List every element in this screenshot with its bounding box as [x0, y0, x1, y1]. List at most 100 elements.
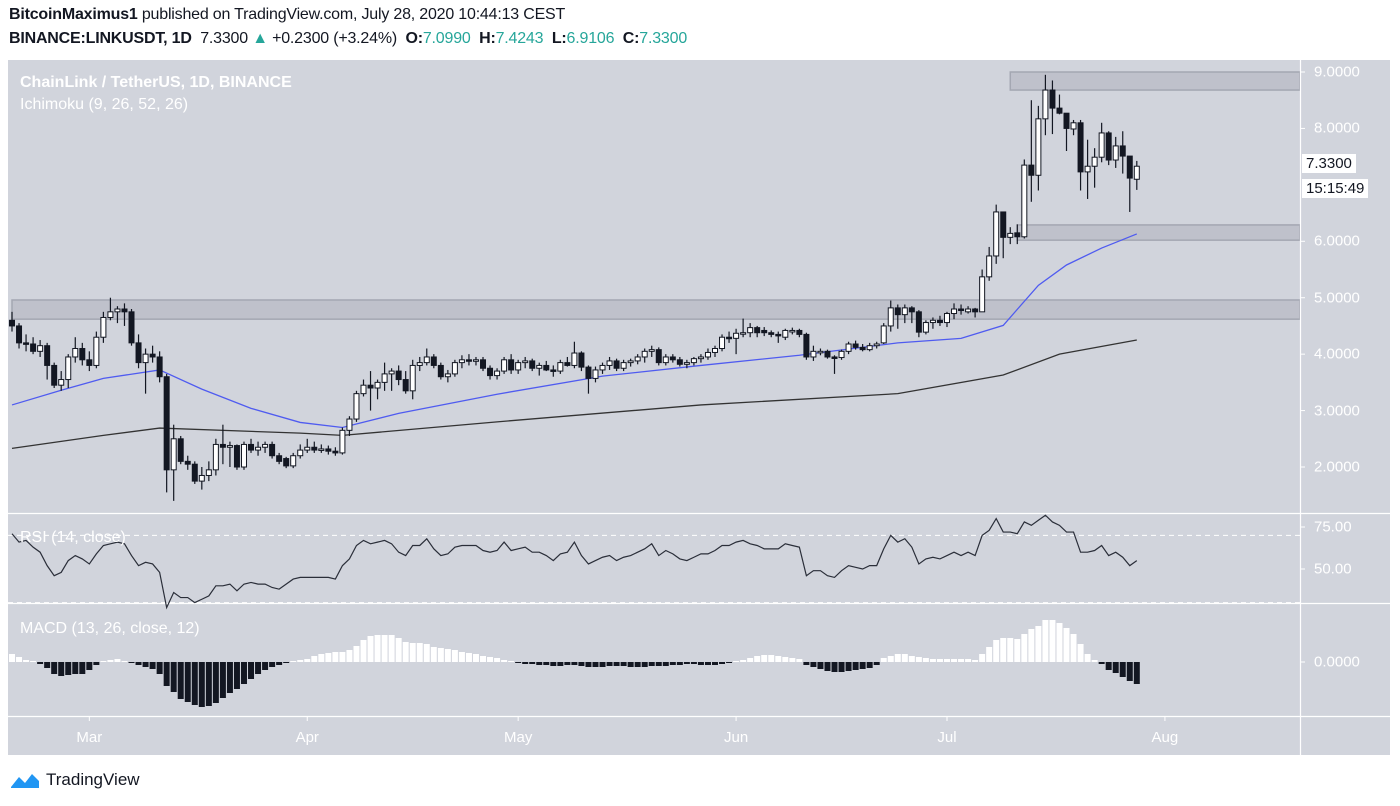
candle-body — [58, 379, 65, 386]
macd-bar — [290, 661, 297, 662]
macd-bar — [79, 662, 86, 674]
macd-bar — [655, 662, 662, 666]
candle-body — [1035, 118, 1042, 176]
candle-body — [866, 345, 873, 351]
macd-bar — [1042, 620, 1049, 662]
high-label: H: — [479, 30, 496, 47]
chart-area[interactable]: ChainLink / TetherUS, 1D, BINANCE Ichimo… — [8, 60, 1390, 755]
macd-bar — [262, 662, 269, 670]
price-tick-label: 3.0000 — [1314, 402, 1360, 420]
macd-bar — [887, 656, 894, 662]
macd-bar — [360, 640, 367, 662]
rsi-label: RSI (14, close) — [20, 529, 126, 546]
candle-body — [402, 379, 409, 392]
candle-body — [704, 351, 711, 358]
macd-bar — [522, 662, 529, 664]
candle-body — [880, 325, 887, 344]
candle-body — [269, 443, 276, 457]
macd-bar — [58, 662, 65, 676]
candle-body — [901, 307, 908, 316]
macd-bar — [9, 654, 15, 662]
candle-body — [297, 449, 304, 457]
macd-tick-label: 0.0000 — [1314, 653, 1360, 671]
fast-line — [11, 233, 1138, 429]
macd-bar — [648, 662, 655, 666]
candle-body — [936, 319, 943, 324]
brand-name: TradingView — [46, 770, 140, 789]
macd-bar — [550, 662, 557, 666]
macd-bar — [37, 662, 44, 664]
low-value: 6.9106 — [566, 30, 615, 47]
macd-bar — [163, 662, 170, 686]
price-tick-label: 6.0000 — [1314, 232, 1360, 250]
macd-bar — [571, 662, 578, 665]
candle-body — [1056, 107, 1063, 114]
candle-body — [810, 350, 817, 358]
candle-body — [86, 359, 93, 366]
macd-bar — [339, 652, 346, 662]
macd-bar — [395, 638, 402, 662]
candle-body — [128, 311, 135, 344]
candle-body — [571, 352, 578, 366]
chart-canvas[interactable] — [8, 60, 1390, 755]
candle-body — [437, 364, 444, 378]
macd-bar — [149, 662, 156, 669]
candle-body — [529, 360, 536, 369]
candle-body — [304, 446, 311, 451]
macd-bar — [634, 662, 641, 667]
candle-body — [1028, 164, 1035, 176]
candle-body — [149, 353, 156, 358]
macd-bar — [747, 658, 754, 662]
last-price-label: 7.3300 — [1302, 154, 1356, 173]
macd-bar — [487, 657, 494, 662]
candle-body — [219, 443, 226, 448]
last-price: 7.3300 — [200, 30, 248, 47]
macd-bar — [641, 662, 648, 667]
candle-body — [177, 438, 184, 462]
candle-body — [690, 358, 697, 364]
macd-bar — [93, 662, 100, 665]
candle-body — [578, 352, 585, 368]
macd-bar — [733, 661, 740, 662]
macd-bar — [943, 659, 950, 662]
candle-body — [23, 342, 30, 345]
macd-bar — [979, 654, 986, 662]
price-zone — [11, 299, 1301, 320]
macd-bar — [1007, 638, 1014, 662]
tradingview-logo[interactable]: TradingView — [10, 770, 140, 790]
macd-bar — [381, 635, 388, 662]
candle-body — [107, 311, 114, 318]
macd-bar — [922, 658, 929, 662]
macd-bar — [845, 662, 852, 671]
price-zone — [1016, 224, 1301, 241]
publish-info: published on TradingView.com, July 28, 2… — [141, 6, 566, 23]
low-label: L: — [551, 30, 567, 47]
macd-bar — [754, 656, 761, 662]
candle-body — [156, 356, 163, 378]
candle-body — [557, 362, 564, 372]
candle-body — [599, 364, 606, 371]
macd-bar — [965, 659, 972, 662]
macd-bar — [86, 662, 93, 670]
macd-bar — [1063, 628, 1070, 662]
macd-bar — [1028, 629, 1035, 662]
macd-bar — [311, 656, 318, 662]
candle-body — [606, 360, 613, 366]
macd-bar — [1084, 654, 1091, 662]
macd-bar — [1035, 626, 1042, 662]
candle-body — [353, 393, 360, 420]
macd-bar — [458, 652, 465, 662]
candle-body — [9, 319, 15, 327]
macd-bar — [719, 662, 726, 664]
macd-bar — [768, 655, 775, 662]
time-axis-label: Apr — [295, 729, 319, 746]
candle-body — [817, 350, 824, 354]
macd-bar — [1014, 639, 1021, 662]
macd-bar — [592, 662, 599, 667]
macd-bar — [444, 649, 451, 662]
candle-body — [72, 348, 79, 358]
candle-body — [121, 308, 128, 313]
macd-bar — [824, 662, 831, 671]
time-axis-label: Jul — [937, 729, 957, 746]
macd-bar — [248, 662, 255, 679]
